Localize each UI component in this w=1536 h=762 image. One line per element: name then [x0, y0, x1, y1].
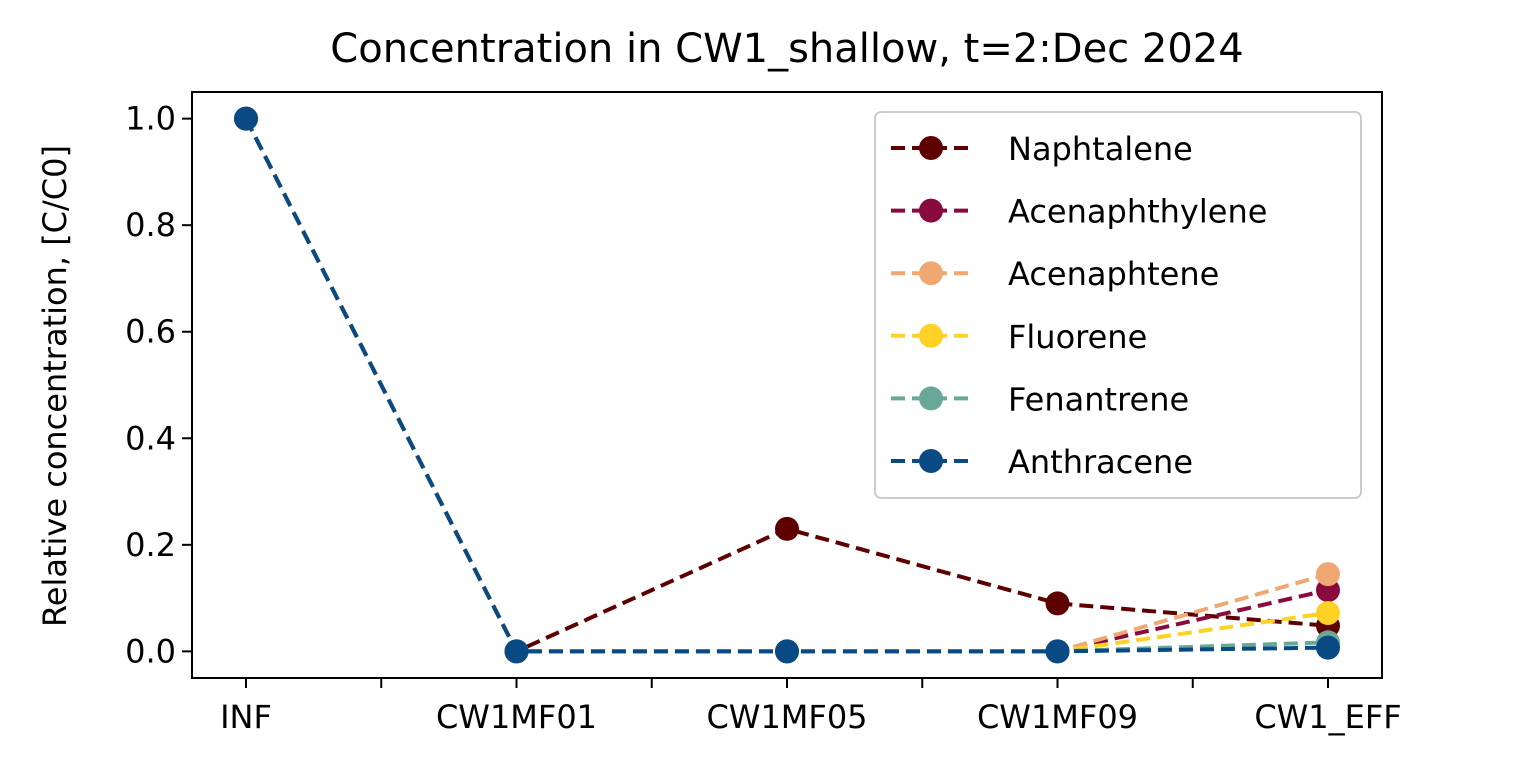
- data-point: [1316, 562, 1340, 587]
- legend-label: Anthracene: [1008, 443, 1193, 481]
- legend-marker: [919, 136, 943, 160]
- data-point: [1045, 591, 1070, 616]
- y-axis-label: Relative concentration, [C/C0]: [36, 145, 74, 627]
- x-tick-label: CW1MF01: [436, 698, 597, 736]
- data-point: [1316, 601, 1340, 626]
- x-tick-label: CW1MF09: [977, 698, 1138, 736]
- legend-marker: [919, 261, 943, 286]
- x-tick-label: CW1_EFF: [1254, 698, 1401, 736]
- legend-label: Fenantrene: [1008, 380, 1189, 418]
- legend-item: Fluorene: [891, 318, 1147, 356]
- data-point: [1316, 635, 1340, 660]
- legend-marker: [919, 386, 943, 411]
- axes: INF CW1MF01 CW1MF05 CW1MF09 CW1_EFF 0.0 0.2 0.4…: [125, 100, 1402, 736]
- y-tick-label: 1.0: [125, 100, 176, 138]
- legend-marker: [919, 449, 943, 473]
- data-point: [775, 516, 799, 541]
- legend-label: Fluorene: [1008, 318, 1147, 356]
- legend-item: Acenaphtene: [891, 255, 1219, 293]
- y-tick-label: 0.6: [125, 313, 176, 351]
- series-anthracene: [234, 106, 1340, 664]
- legend-label: Acenaphtene: [1008, 255, 1219, 293]
- legend-label: Acenaphthylene: [1008, 193, 1267, 231]
- y-tick-label: 0.2: [125, 526, 176, 564]
- x-tick-label: CW1MF05: [706, 698, 867, 736]
- legend-box: [874, 111, 1362, 499]
- x-tick-label: INF: [220, 698, 272, 736]
- data-point: [775, 639, 799, 664]
- legend-item: Fenantrene: [891, 380, 1189, 418]
- legend-marker: [919, 323, 943, 348]
- legend: Naphtalene Acenaphthylene Acenaphtene Fluor…: [874, 111, 1362, 499]
- chart-title: Concentration in CW1_shallow, t=2:Dec 20…: [330, 26, 1243, 72]
- legend-item: Naphtalene: [891, 130, 1193, 168]
- legend-item: Acenaphthylene: [891, 193, 1267, 231]
- y-tick-label: 0.0: [125, 632, 176, 670]
- y-tick-label: 0.4: [125, 419, 176, 457]
- plot-area: [234, 106, 1340, 664]
- data-point: [1045, 639, 1070, 664]
- y-tick-label: 0.8: [125, 206, 176, 244]
- legend-item: Anthracene: [891, 443, 1193, 481]
- legend-label: Naphtalene: [1008, 130, 1193, 168]
- legend-marker: [919, 198, 943, 223]
- data-point: [234, 106, 258, 131]
- data-point: [504, 639, 529, 664]
